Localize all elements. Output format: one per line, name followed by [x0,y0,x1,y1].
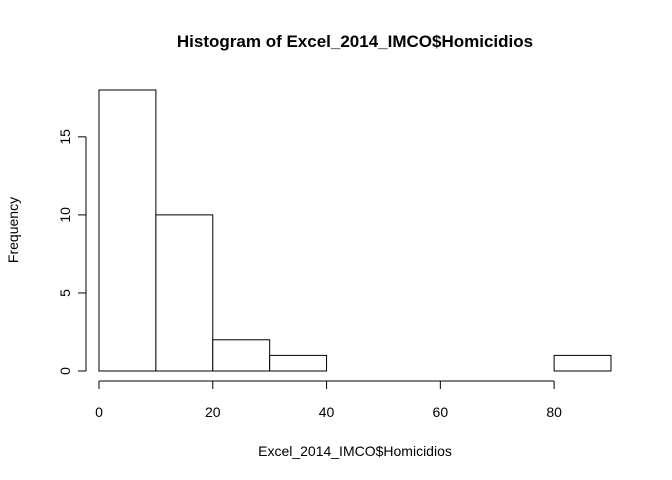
x-tick-label: 80 [546,404,562,420]
y-tick-label: 0 [57,367,73,375]
histogram-bar [553,354,612,372]
histogram-bar [212,339,271,372]
y-axis: 0 5 10 15 [57,129,87,375]
histogram-bar [98,89,157,372]
histogram-bar [269,354,328,372]
y-tick-label: 15 [57,129,73,145]
x-tick-label: 40 [319,404,335,420]
y-tick-label: 5 [57,289,73,297]
x-axis: 0 20 40 60 80 [95,380,562,420]
chart-title: Histogram of Excel_2014_IMCO$Homicidios [177,32,533,51]
y-tick-label: 10 [57,207,73,223]
histogram-bar [155,214,214,372]
x-tick-label: 0 [95,404,103,420]
x-tick-label: 20 [205,404,221,420]
x-tick-label: 60 [433,404,449,420]
x-axis-label: Excel_2014_IMCO$Homicidios [258,443,452,459]
bars-group [98,89,612,372]
y-axis-label: Frequency [5,197,21,263]
